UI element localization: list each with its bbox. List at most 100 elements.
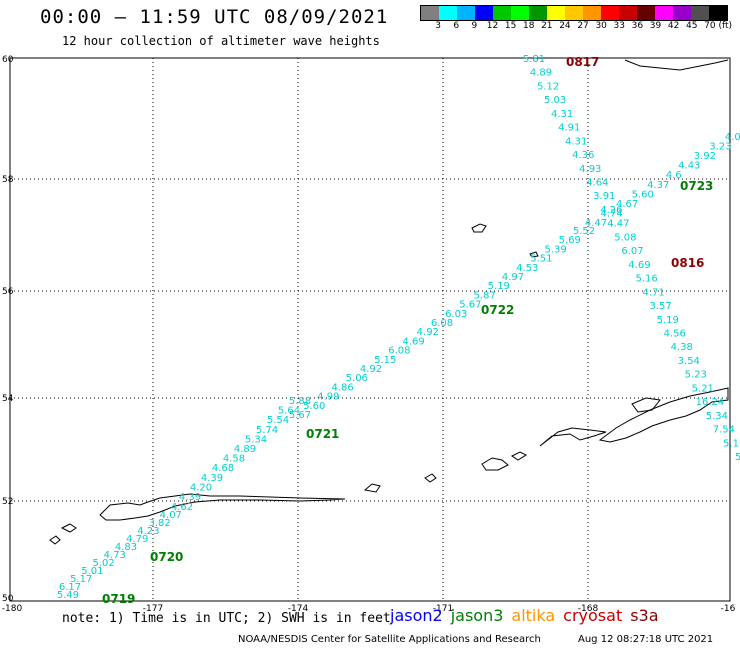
aleutian-west: [49, 493, 346, 545]
legend-swatch: [655, 6, 673, 20]
legend-tick-label: 12: [486, 21, 499, 31]
wave-height-value: 4.69: [628, 260, 650, 271]
wave-height-value: 16.24: [696, 397, 725, 408]
wave-height-value: 5.08: [614, 232, 636, 243]
track-time-label: 0721: [306, 427, 339, 441]
wave-height-value: 4.37: [647, 180, 669, 191]
track-labels: 0817 0816 0723 0722 0721 0720 0719: [102, 55, 713, 606]
wave-height-value: 6.08: [388, 346, 410, 357]
track-time-label: 0817: [566, 55, 599, 69]
aleutian-east: [598, 387, 729, 443]
credit-text: NOAA/NESDIS Center for Satellite Applica…: [238, 634, 541, 645]
wave-height-value: 4.99: [317, 392, 339, 403]
legend-tick-label: 24: [559, 21, 571, 31]
wave-height-value: 5.81: [523, 54, 545, 65]
track-time-label: 0816: [671, 256, 704, 270]
track-time-label: 0722: [481, 303, 514, 317]
satellite-name: jason2: [390, 606, 443, 625]
legend-swatch: [511, 6, 529, 20]
wave-height-value: 5.60: [632, 189, 654, 200]
legend-tick-label: 21: [541, 21, 553, 31]
lat-label: 52: [2, 497, 13, 507]
wave-height-value: 5: [735, 452, 740, 463]
wave-height-value: 5.17: [70, 574, 92, 585]
wave-height-value: 3.82: [148, 518, 170, 529]
legend-tick-label: 30: [595, 21, 607, 31]
wave-height-value: 4.20: [190, 482, 212, 493]
wave-height-value: 4.62: [171, 502, 193, 513]
wave-height-value: 6.03: [445, 309, 467, 320]
lon-label: -168: [578, 604, 599, 614]
legend-tick-label: 15: [504, 21, 517, 31]
wave-height-value: 5.88: [289, 396, 311, 407]
wave-height-value: 5.67: [459, 300, 481, 311]
track-time-label: 0723: [680, 179, 713, 193]
lat-label: 56: [2, 287, 14, 297]
legend-swatch: [529, 6, 547, 20]
legend-swatch: [439, 6, 457, 20]
wave-height-value: 5.1: [723, 438, 739, 449]
wave-height-value: 7.54: [713, 425, 735, 436]
wave-height-value: 5.69: [559, 235, 581, 246]
wave-height-value: 5.16: [635, 274, 657, 285]
wave-height-value: 4.31: [565, 136, 587, 147]
wave-height-value: 4.79: [126, 534, 148, 545]
lat-label: 58: [2, 175, 14, 185]
lat-labels: 60 58 56 54 52 50: [2, 55, 14, 604]
legend-swatch: [619, 6, 637, 20]
wave-height-value: 6.08: [431, 318, 453, 329]
coastlines: [49, 59, 729, 545]
lon-label: -174: [288, 604, 309, 614]
wave-height-value: 4.26: [600, 205, 622, 216]
wave-height-value: 4.07: [160, 510, 182, 521]
wave-height-value: 4.38: [671, 342, 693, 353]
wave-height-value: 4.74: [600, 208, 622, 219]
wave-height-value: 3.23: [709, 142, 731, 153]
wave-height-value: 4.86: [331, 382, 353, 393]
wave-height-value: 4.93: [579, 164, 601, 175]
legend-tick-label: 18: [522, 21, 535, 31]
wave-height-value: 5.34: [245, 434, 267, 445]
wave-height-value: 4.36: [572, 150, 594, 161]
wave-height-value: 5.15: [374, 355, 396, 366]
legend-swatch: [475, 6, 493, 20]
wave-height-value: 6.17: [59, 582, 81, 593]
wave-height-value: 5.39: [544, 244, 566, 255]
legend-swatch: [493, 6, 511, 20]
legend-tick-label: 45: [686, 21, 698, 31]
wave-height-value: 4.39: [179, 492, 201, 503]
wave-height-value: 4.68: [212, 463, 234, 474]
legend-tick-label: 3: [435, 21, 441, 31]
legend-tick-label: 6: [453, 21, 460, 31]
lat-label: 50: [2, 594, 14, 604]
generated-timestamp: Aug 12 08:27:18 UTC 2021: [578, 634, 714, 645]
wave-height-value: 5.34: [706, 411, 728, 422]
wave-height-value: 4.92: [360, 364, 382, 375]
wave-height-value: 4.53: [516, 263, 538, 274]
wave-height-value: 4.47: [585, 218, 607, 229]
wave-height-value: 4.91: [558, 123, 580, 134]
wave-height-value: 3.92: [694, 151, 716, 162]
wave-height-value: 3.57: [649, 301, 671, 312]
wave-height-value: 4.43: [678, 161, 700, 172]
wave-height-value: 4.83: [115, 542, 137, 553]
wave-height-value: 5.87: [473, 290, 495, 301]
satellite-name: altika: [511, 606, 556, 625]
wave-height-value: 5.19: [488, 281, 510, 292]
footer-note: note: 1) Time is in UTC; 2) SWH is in fe…: [62, 611, 391, 626]
legend-tick-label: 36: [631, 21, 644, 31]
wave-height-value: 4.47: [607, 219, 629, 230]
wave-height-value: 5.51: [530, 254, 552, 265]
pribilof-island: [471, 223, 487, 233]
wave-height-value: 5.23: [685, 370, 707, 381]
wave-height-value: 4.69: [402, 336, 424, 347]
lon-label: -180: [2, 604, 23, 614]
legend-unit: (ft): [718, 21, 732, 31]
wave-height-value: 5.74: [256, 425, 278, 436]
satellite-name: s3a: [630, 606, 659, 625]
lat-label: 54: [2, 394, 14, 404]
wave-height-value: 4.71: [642, 287, 664, 298]
wave-height-value: 5.54: [267, 415, 289, 426]
wave-height-value: 5.52: [573, 226, 595, 237]
